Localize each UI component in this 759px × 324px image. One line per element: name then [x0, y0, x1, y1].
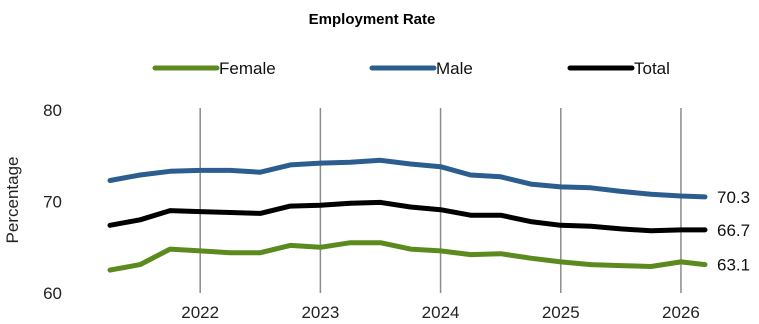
series-line-total	[107, 199, 708, 234]
x-axis-ticks: 2022 2023 2024 2025 2026	[181, 303, 700, 322]
vertical-gridlines	[199, 108, 682, 293]
legend: Female Male Total	[152, 59, 670, 78]
y-axis-ticks: 60 70 80	[43, 101, 62, 303]
y-tick-label-80: 80	[43, 101, 62, 120]
legend-label-male: Male	[436, 59, 473, 78]
x-tick-label-2026: 2026	[662, 303, 700, 322]
x-tick-label-2025: 2025	[542, 303, 580, 322]
y-tick-label-60: 60	[43, 284, 62, 303]
x-tick-label-2023: 2023	[301, 303, 339, 322]
y-axis-title: Percentage	[3, 157, 22, 244]
series-lines	[107, 157, 708, 273]
legend-label-total: Total	[634, 59, 670, 78]
end-label-female: 63.1	[717, 256, 750, 275]
series-line-female	[107, 240, 708, 273]
end-label-total: 66.7	[717, 221, 750, 240]
chart-title: Employment Rate	[309, 11, 436, 28]
x-tick-label-2024: 2024	[422, 303, 460, 322]
y-tick-label-70: 70	[43, 193, 62, 212]
end-labels: 63.1 70.3 66.7	[717, 188, 750, 275]
legend-label-female: Female	[219, 59, 276, 78]
x-tick-label-2022: 2022	[181, 303, 219, 322]
series-line-male	[107, 157, 708, 200]
end-label-male: 70.3	[717, 188, 750, 207]
